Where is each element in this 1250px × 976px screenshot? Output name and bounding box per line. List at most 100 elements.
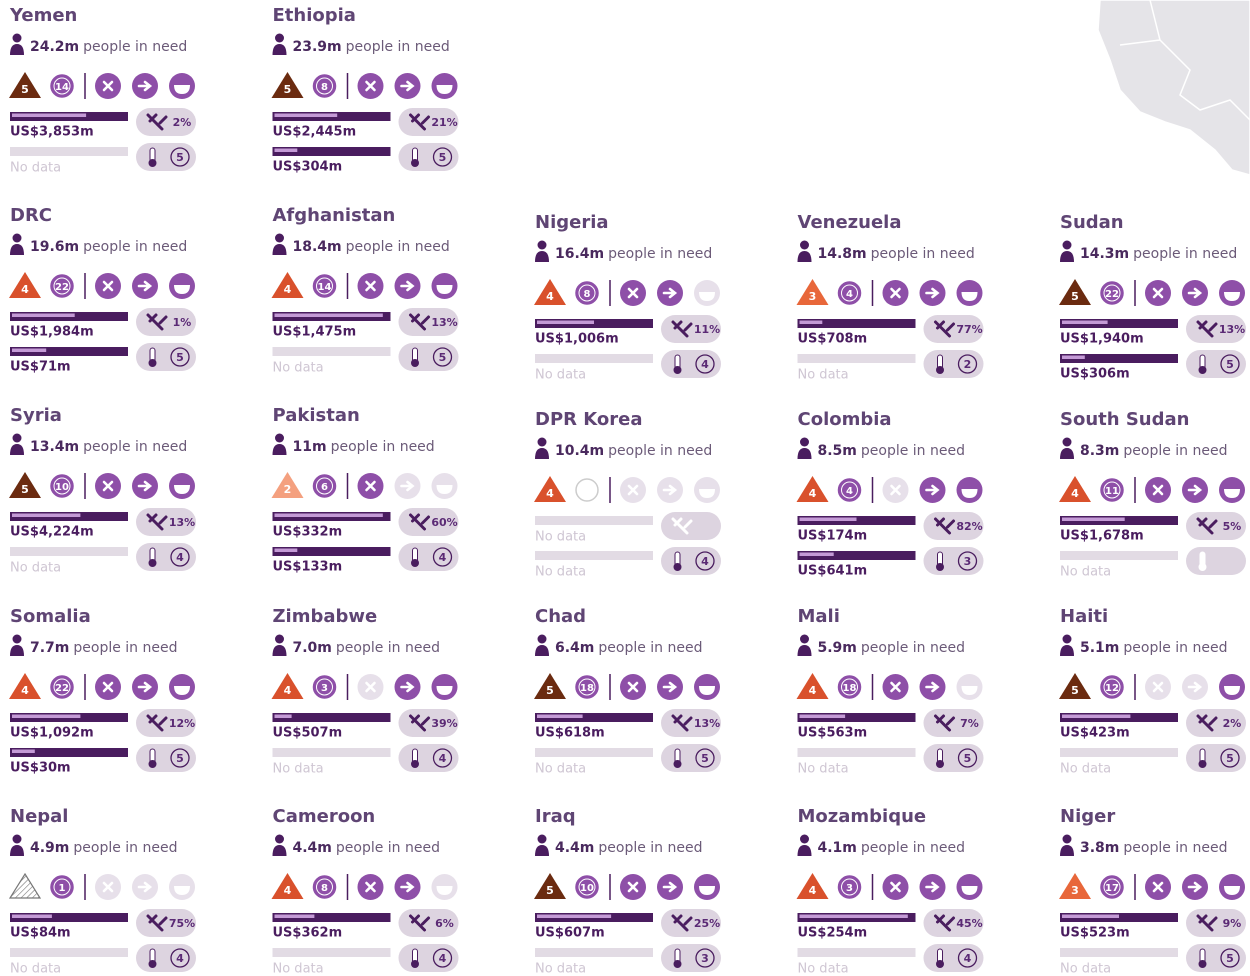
severity-triangle	[8, 872, 42, 899]
duration-value: 18	[580, 683, 594, 694]
funding-label: US$523m	[1060, 926, 1130, 941]
funding-bar-empty	[1060, 551, 1178, 560]
temperature-ring	[170, 748, 190, 768]
icon-arrow	[662, 484, 678, 496]
pin-label: people in need	[608, 443, 712, 459]
icon-cross	[102, 881, 114, 893]
funding-label: No data	[1060, 762, 1111, 777]
temperature-pill	[398, 944, 459, 972]
vaccine-value: 13%	[431, 316, 457, 329]
country-card: Mozambique 4.1m people in need 4 3 US$254m No …	[796, 806, 984, 976]
funding-fill	[799, 517, 857, 521]
funding-bar-empty	[797, 948, 916, 957]
thermometer-bulb	[411, 559, 419, 567]
icon-bowl	[699, 686, 715, 695]
temperature-ring	[695, 551, 715, 571]
people-in-need: 10.4m people in need	[555, 443, 712, 459]
icon-arrow	[400, 881, 415, 893]
icon-cross	[627, 681, 639, 693]
pin-label: people in need	[331, 439, 435, 455]
person-icon	[10, 845, 24, 856]
icon-bowl	[699, 489, 715, 498]
temperature-value: 4	[439, 752, 447, 765]
duration-ring	[316, 277, 333, 295]
vaccine-pill	[398, 909, 459, 937]
severity-value: 4	[546, 290, 554, 303]
severity-triangle	[796, 279, 829, 305]
severity-triangle	[796, 673, 829, 699]
funding-label: US$708m	[798, 332, 868, 347]
pin-label: people in need	[73, 640, 177, 656]
person-icon	[1060, 645, 1074, 656]
duration-ring	[841, 678, 858, 696]
thermometer-bulb	[936, 366, 944, 374]
pin-value: 5.1m	[1080, 640, 1119, 656]
temperature-pill	[136, 744, 196, 772]
funding-label: No data	[535, 962, 586, 976]
icon-bowl	[1224, 489, 1240, 498]
funding-bar-empty	[10, 948, 128, 957]
country-name: Somalia	[10, 606, 91, 627]
pin-value: 18.4m	[293, 239, 342, 255]
country-card: Venezuela 14.8m people in need 3 4 US$708m No …	[796, 212, 984, 383]
pin-label: people in need	[346, 39, 450, 55]
vaccine-pill	[136, 709, 196, 737]
severity-triangle	[9, 272, 41, 298]
duration-ring	[53, 77, 71, 95]
thermometer-bulb	[673, 366, 682, 374]
duration-value: 22	[1105, 289, 1119, 300]
person-icon	[535, 448, 549, 459]
person-icon	[275, 33, 284, 43]
thermometer-bulb	[1198, 366, 1207, 374]
icon-cross	[365, 480, 376, 492]
duration-ring	[316, 878, 333, 896]
country-card: Haiti 5.1m people in need 5 12 US$423m No data…	[1059, 606, 1246, 777]
person-icon	[800, 240, 809, 250]
vaccine-value: 12%	[169, 717, 195, 730]
pin-value: 4.4m	[293, 840, 332, 856]
temperature-ring	[1220, 748, 1240, 768]
temperature-pill	[661, 944, 721, 972]
person-icon	[797, 251, 812, 262]
temperature-value: 5	[176, 351, 184, 364]
pin-label: people in need	[346, 239, 450, 255]
vaccine-value: 13%	[169, 516, 195, 529]
country-card: DPR Korea 10.4m people in need 4 No data No d…	[534, 409, 721, 580]
duration-ring	[1103, 678, 1121, 696]
funding-bar	[272, 713, 391, 722]
funding-bar-empty	[10, 547, 128, 556]
thermometer-bulb	[411, 359, 419, 367]
funding-label: US$618m	[535, 726, 605, 741]
icon-arrow	[1187, 681, 1203, 693]
pin-label: people in need	[73, 840, 177, 856]
pin-value: 23.9m	[293, 39, 342, 55]
country-card: Chad 6.4m people in need 5 18 US$618m No data 1…	[534, 606, 721, 777]
funding-bar	[272, 147, 391, 156]
severity-value: 2	[284, 483, 292, 496]
icon-bowl	[436, 285, 453, 294]
duration-value: 11	[1105, 486, 1119, 497]
temperature-ring	[695, 354, 715, 374]
funding-fill	[799, 914, 908, 918]
syringe-icon	[146, 113, 168, 131]
icon-cross	[1152, 287, 1164, 299]
icon-arrow	[662, 681, 678, 693]
person-icon	[10, 444, 24, 455]
icon-cross	[365, 881, 376, 893]
temperature-value: 2	[964, 358, 972, 371]
funding-label: US$4,224m	[10, 525, 94, 540]
icon-bowl	[174, 85, 190, 94]
funding-bar-empty	[272, 347, 391, 356]
severity-triangle	[796, 873, 829, 899]
duration-ring	[841, 878, 858, 896]
pin-value: 4.1m	[818, 840, 857, 856]
syringe-icon	[409, 714, 430, 732]
person-icon	[800, 437, 809, 447]
icon-bowl	[699, 886, 715, 895]
syringe-icon	[934, 320, 955, 338]
funding-fill	[12, 113, 87, 117]
person-icon	[12, 634, 22, 644]
thermometer-bulb	[936, 760, 944, 768]
person-icon	[272, 645, 287, 656]
